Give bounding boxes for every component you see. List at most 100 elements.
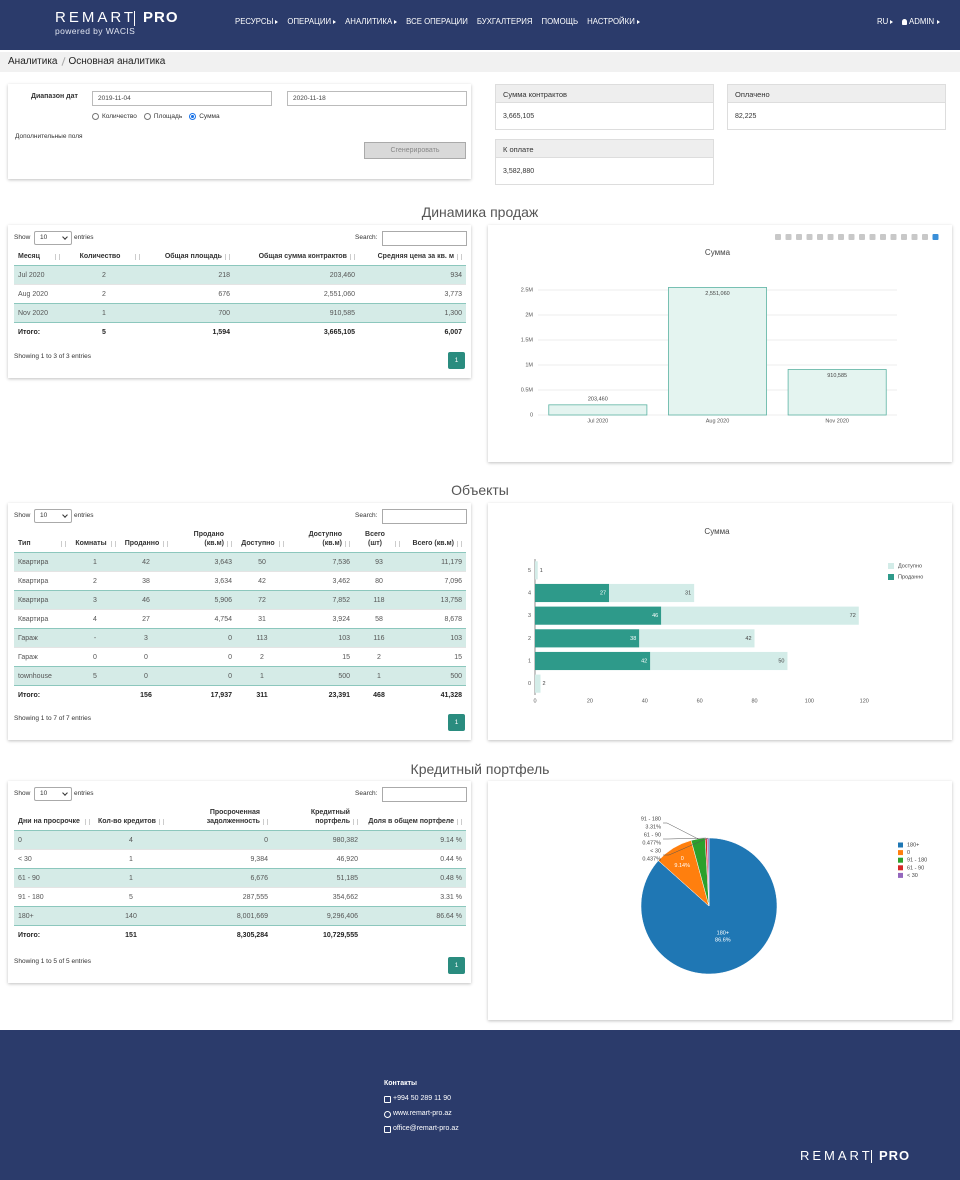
table-row: Гараж -3 0 113 103 116 103 (14, 628, 466, 648)
chart-panel: Сумма 0 20 40 60 80 100 120 0 1 2 3 4 5 42 38 46 27 2 50 42 7… (488, 503, 952, 740)
caret (890, 19, 894, 24)
page-length-select[interactable]: 10 (34, 231, 72, 245)
column-header[interactable]: Средняя цена за кв. м (359, 250, 466, 266)
modebar-button[interactable] (785, 234, 792, 240)
nav-item[interactable]: АНАЛИТИКА (345, 17, 398, 26)
language-label[interactable]: RU (877, 17, 889, 26)
modebar-button[interactable] (932, 234, 939, 240)
table-cell: 4,754 (172, 609, 236, 629)
column-header[interactable]: Всего (кв.м) (404, 528, 466, 553)
nav-label[interactable]: ОПЕРАЦИИ (287, 17, 332, 26)
table-head: Месяц Количество Общая площадь Общая сумма … (14, 250, 466, 266)
radio-option[interactable]: Сумма (189, 113, 220, 120)
modebar-button[interactable] (838, 234, 844, 240)
column-header[interactable]: Продано (кв.м) (172, 528, 236, 553)
page-length-select[interactable]: 10 (34, 509, 72, 523)
column-header[interactable]: Количество (64, 250, 144, 266)
modebar-button[interactable] (880, 234, 886, 240)
tagline: powered by WACIS (55, 26, 136, 36)
modebar-button[interactable] (827, 234, 834, 240)
radio-label[interactable]: Площадь (153, 113, 183, 120)
column-header[interactable]: Месяц (14, 250, 64, 266)
page-button[interactable]: 1 (448, 957, 465, 974)
table-cell: 91 - 180 (14, 887, 94, 907)
contact-icon (384, 1126, 391, 1133)
nav-item[interactable]: ВСЕ ОПЕРАЦИИ (406, 17, 468, 26)
modebar-button[interactable] (859, 234, 865, 240)
stat-card-header (496, 85, 713, 103)
logo: REMART (55, 9, 137, 26)
table-cell: 1,300 (359, 303, 466, 323)
date-from-input[interactable]: 2019-11-04 (92, 91, 272, 106)
y-tick-label: 3 (528, 613, 531, 619)
column-header[interactable]: Всего (шт) (354, 528, 404, 553)
search-input[interactable] (382, 231, 467, 246)
generate-button[interactable]: Сгенерировать (364, 142, 466, 159)
search-input[interactable] (382, 787, 467, 802)
nav-label[interactable]: НАСТРОЙКИ (587, 17, 635, 26)
breadcrumb-item[interactable]: Аналитика (8, 56, 58, 67)
radio-option[interactable]: Количество (92, 113, 137, 120)
nav-label[interactable]: ПОМОЩЬ (541, 17, 579, 26)
column-header[interactable]: Проданно (120, 528, 172, 553)
date-to-input[interactable]: 2020-11-18 (287, 91, 467, 106)
column-header[interactable]: Доля в общем портфеле (362, 806, 466, 831)
column-header[interactable]: Доступно (236, 528, 288, 553)
search-input[interactable] (382, 509, 467, 524)
value-label: 203,460 (588, 396, 608, 402)
contact-email[interactable]: office@remart-pro.az (393, 1125, 459, 1132)
column-header[interactable]: Общая площадь (144, 250, 234, 266)
column-header[interactable]: Доступно (кв.м) (288, 528, 354, 553)
column-header[interactable]: Дни на просрочке (14, 806, 94, 831)
radio-button[interactable] (189, 113, 197, 120)
modebar-button[interactable] (796, 234, 802, 240)
modebar-button[interactable] (806, 234, 813, 240)
page-button[interactable]: 1 (448, 352, 465, 369)
table-cell: 93 (354, 552, 404, 572)
table-cell: 113 (236, 628, 288, 648)
radio-label[interactable]: Количество (102, 113, 137, 120)
radio-button[interactable] (92, 113, 99, 120)
nav-item[interactable]: БУХГАЛТЕРИЯ (477, 17, 533, 26)
column-header[interactable]: Тип (14, 528, 70, 553)
nav-label[interactable]: БУХГАЛТЕРИЯ (476, 17, 533, 26)
column-header[interactable]: Кол-во кредитов (94, 806, 168, 831)
modebar-button[interactable] (817, 234, 823, 240)
table-cell: 140 (94, 906, 168, 926)
nav-item[interactable]: НАСТРОЙКИ (587, 17, 640, 26)
language-menu[interactable]: RU (877, 17, 894, 26)
contact-website[interactable]: www.remart-pro.az (393, 1110, 452, 1117)
nav-label[interactable]: ВСЕ ОПЕРАЦИИ (406, 17, 468, 26)
value-label: 2,551,060 (705, 291, 729, 297)
table-cell: 116 (354, 628, 404, 648)
table-row: < 30 1 9,384 46,920 0.44 % (14, 849, 466, 869)
column-header[interactable]: Просроченная задолженность (168, 806, 272, 831)
chart: Сумма 0 0.5M 1M 1.5M 2M 2.5M Jul 2020 203,460 Aug… (521, 234, 939, 424)
modebar-button[interactable] (775, 234, 781, 240)
user-menu[interactable]: ADMIN (902, 17, 941, 26)
table-cell: 1 (94, 868, 168, 888)
bar-segment (535, 606, 662, 625)
radio-button[interactable] (143, 113, 151, 120)
modebar-button[interactable] (848, 234, 855, 240)
modebar-button[interactable] (869, 234, 876, 240)
modebar-button[interactable] (922, 234, 928, 240)
column-header[interactable]: Общая сумма контрактов (234, 250, 359, 266)
nav-label[interactable]: АНАЛИТИКА (345, 17, 393, 26)
nav-item[interactable]: ПОМОЩЬ (542, 17, 579, 26)
modebar-button[interactable] (901, 234, 907, 240)
user-label[interactable]: ADMIN (909, 17, 935, 26)
modebar-button[interactable] (911, 234, 918, 240)
table-cell: 3,643 (172, 552, 236, 572)
page-length-select[interactable]: 10 (34, 787, 72, 801)
table-info: Showing 1 to 7 of 7 entries (14, 715, 91, 722)
column-header[interactable]: Кредитный портфель (272, 806, 362, 831)
modebar-button[interactable] (890, 234, 897, 240)
column-header[interactable]: Комнаты (70, 528, 120, 553)
page-button[interactable]: 1 (448, 714, 465, 731)
nav-item[interactable]: РЕСУРСЫ (235, 17, 279, 26)
nav-label[interactable]: РЕСУРСЫ (235, 17, 274, 26)
nav-item[interactable]: ОПЕРАЦИИ (287, 17, 337, 26)
radio-option[interactable]: Площадь (143, 113, 183, 120)
radio-label[interactable]: Сумма (199, 113, 220, 120)
